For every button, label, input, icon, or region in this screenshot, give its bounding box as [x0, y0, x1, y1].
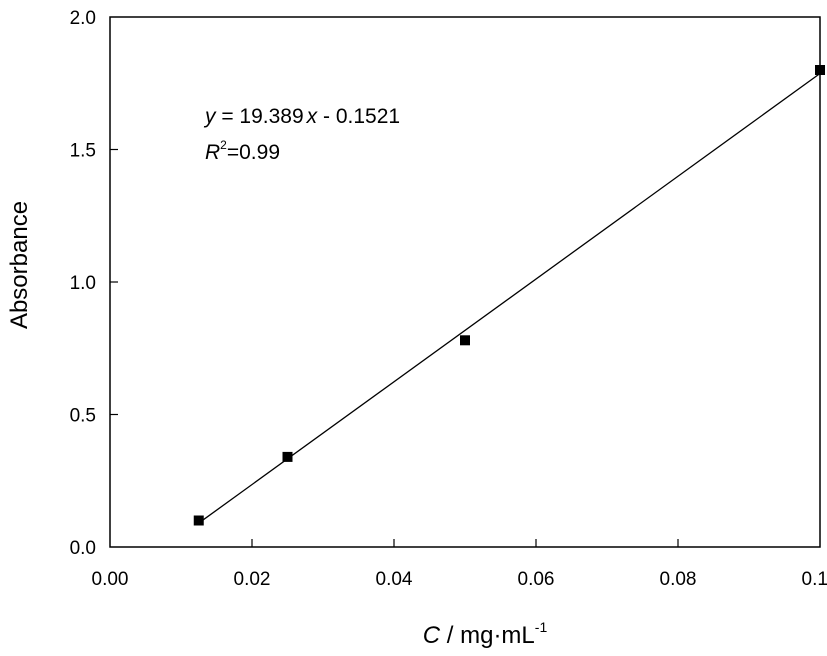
x-axis-title: C / mg·mL-1: [423, 619, 548, 649]
data-points: [193, 65, 825, 526]
y-tick-label: 0.0: [70, 538, 96, 559]
fit-equation: y = 19.389 x - 0.1521: [203, 105, 400, 128]
y-tick-label: 1.5: [70, 141, 96, 162]
x-axis-ticks: 0.00 0.02 0.04 0.06 0.08 0.10: [92, 539, 827, 590]
data-point: [193, 515, 204, 526]
x-tick-label: 0.08: [660, 569, 697, 590]
y-tick-label: 2.0: [70, 8, 96, 29]
x-tick-label: 0.04: [376, 569, 413, 590]
y-axis-ticks: 0.0 0.5 1.0 1.5 2.0: [70, 8, 118, 559]
y-axis-title: Absorbance: [6, 201, 33, 329]
fit-line-group: [198, 72, 821, 524]
x-tick-label: 0.02: [234, 569, 271, 590]
plot-frame: [109, 16, 821, 548]
y-tick-label: 1.0: [70, 273, 96, 294]
y-tick-label: 0.5: [70, 406, 96, 427]
data-point: [282, 451, 293, 462]
data-point: [815, 65, 825, 75]
r-squared: R2=0.99: [205, 138, 280, 164]
x-tick-label: 0.10: [802, 569, 827, 590]
x-tick-label: 0.06: [518, 569, 555, 590]
fit-line: [198, 72, 821, 524]
x-tick-label: 0.00: [92, 569, 129, 590]
data-point: [460, 335, 470, 346]
